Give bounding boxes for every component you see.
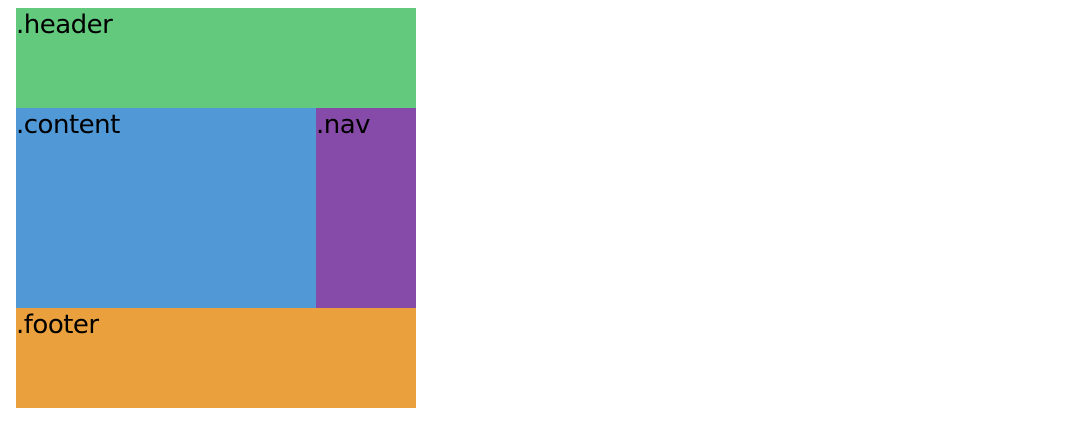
nav-label: .nav bbox=[316, 110, 371, 140]
footer-region: .footer bbox=[16, 308, 416, 408]
grid-layout: .header .content .nav .footer bbox=[16, 8, 416, 408]
content-region: .content bbox=[16, 108, 316, 308]
header-label: .header bbox=[16, 10, 113, 40]
content-label: .content bbox=[16, 110, 120, 140]
footer-label: .footer bbox=[16, 310, 99, 340]
header-region: .header bbox=[16, 8, 416, 108]
nav-region: .nav bbox=[316, 108, 416, 308]
